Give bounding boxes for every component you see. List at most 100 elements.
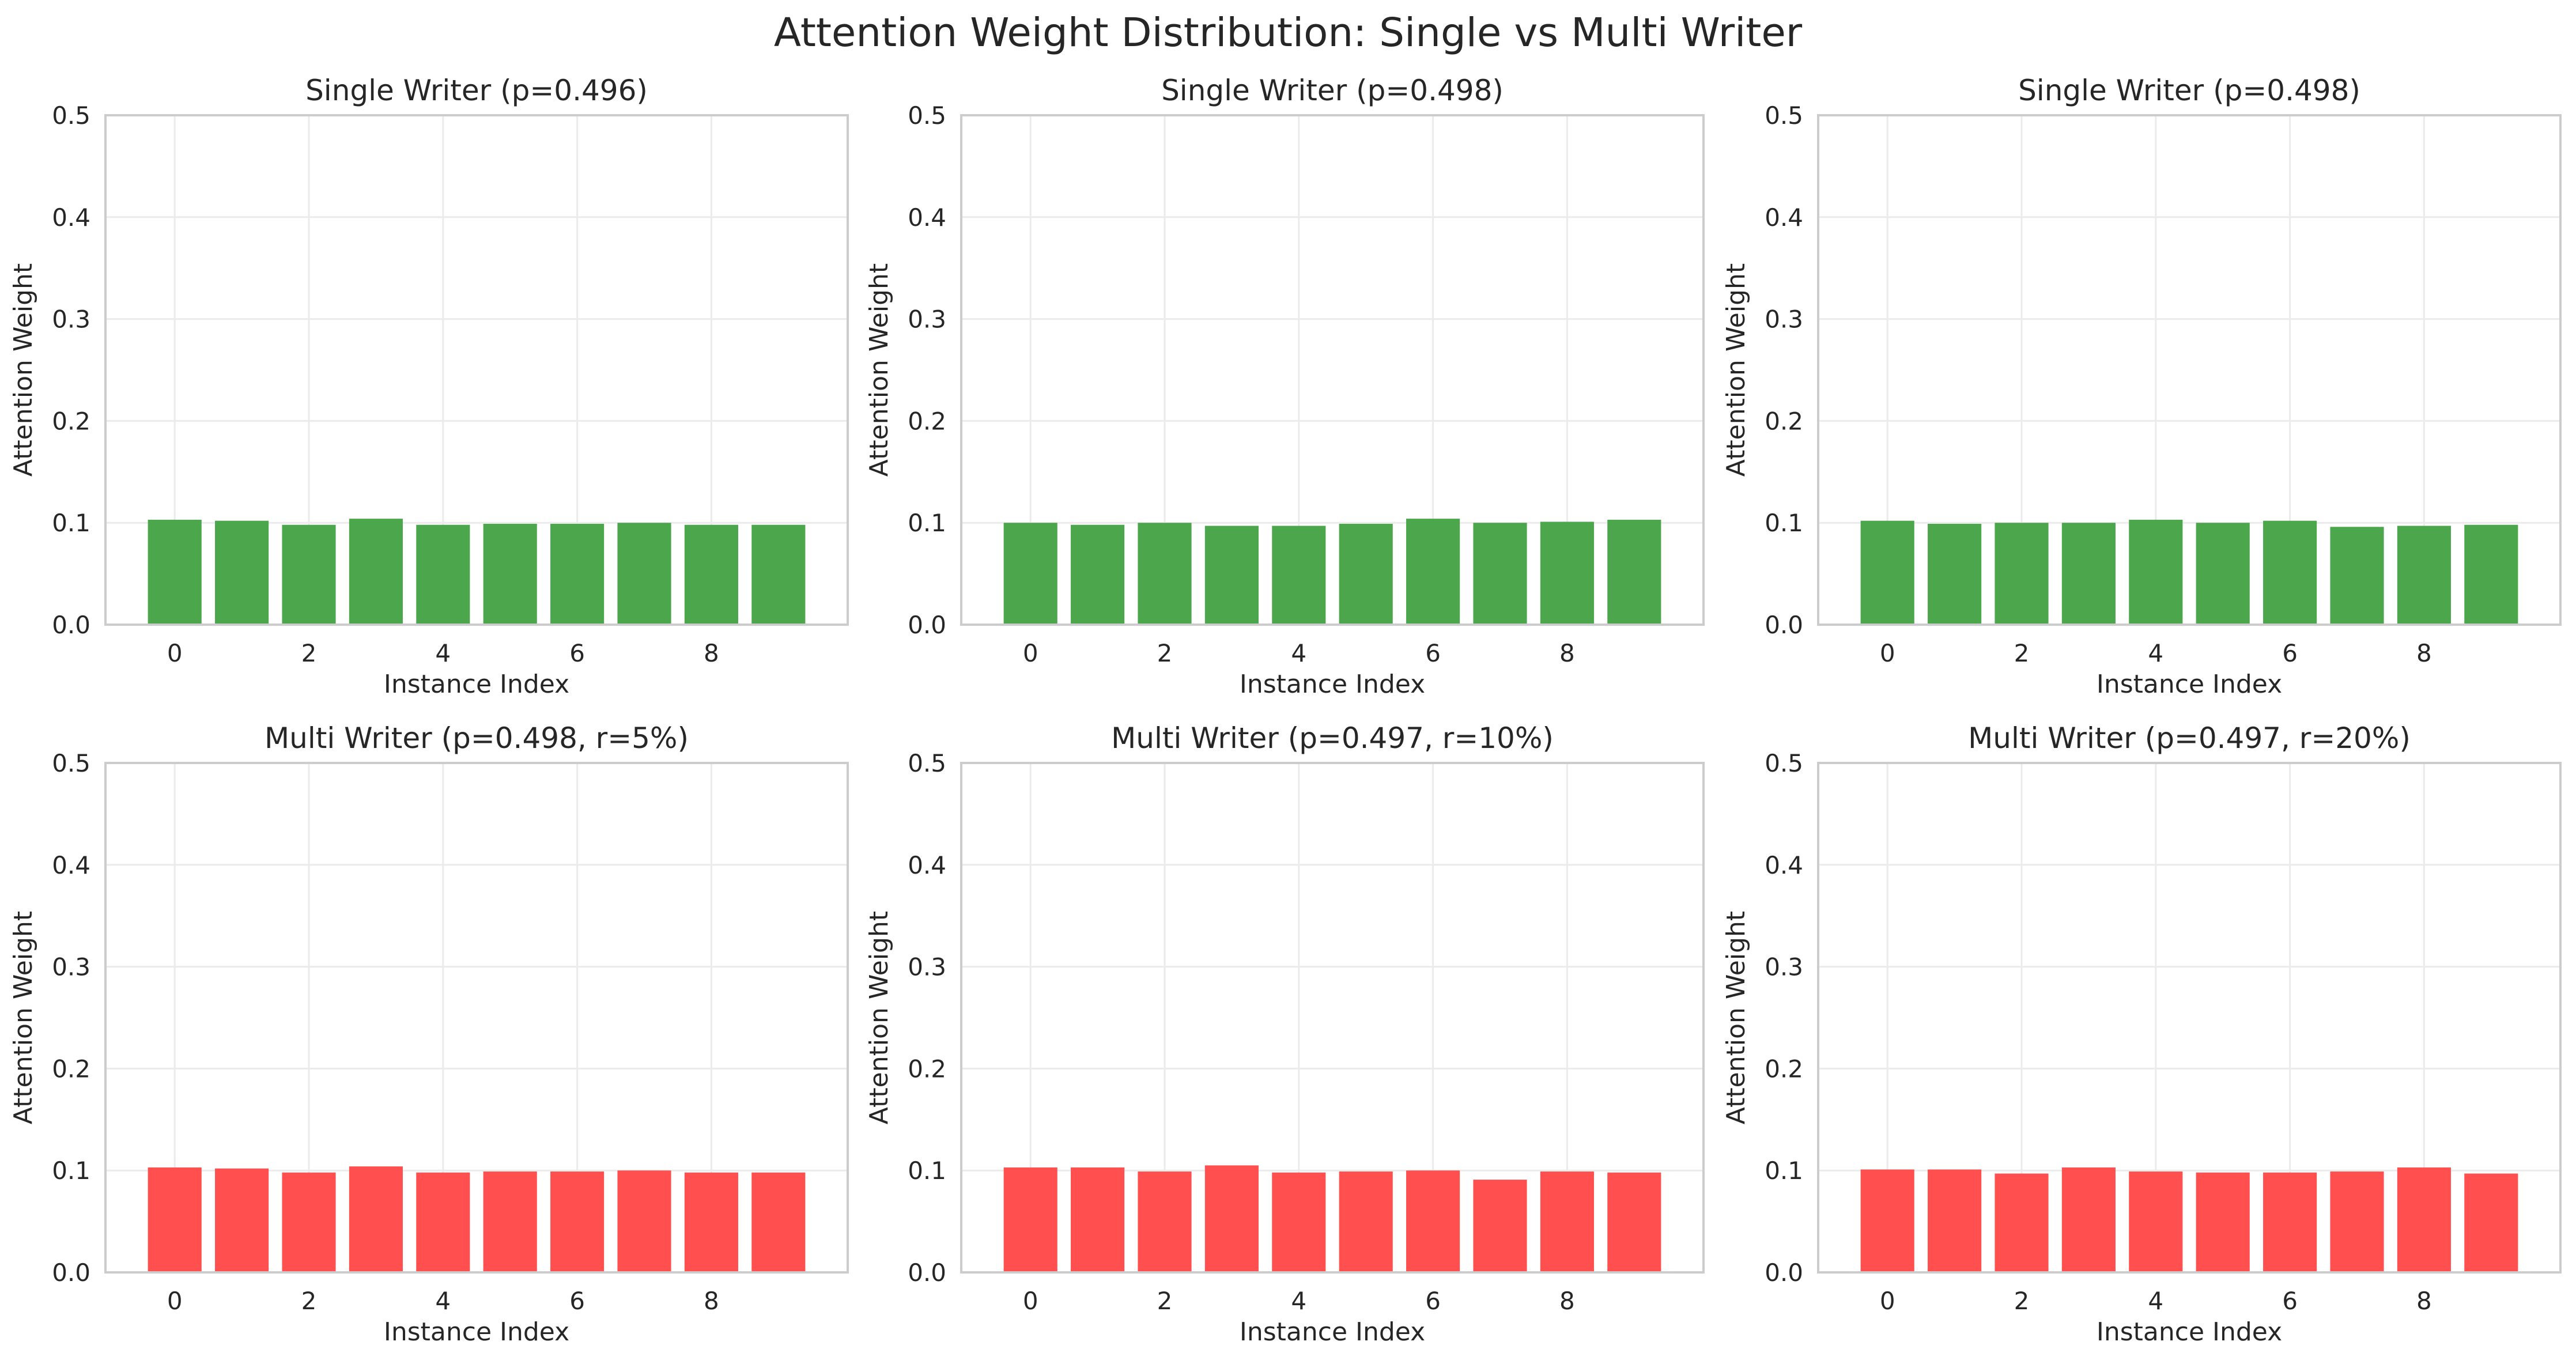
y-tick-label: 0.2	[908, 1055, 946, 1083]
x-axis-label: Instance Index	[1240, 670, 1425, 699]
bar-1	[215, 1168, 269, 1272]
y-tick-label: 0.1	[52, 509, 90, 537]
subplot-2: 0.0 0.1 0.2 0.3 0.4 0.5 0 2 4 6 8 Single Writer (p=…	[864, 74, 1705, 699]
y-axis-label: Attention Weight	[1721, 911, 1751, 1124]
y-axis-label: Attention Weight	[9, 911, 38, 1124]
x-tick-label: 0	[1023, 639, 1038, 667]
y-tick-label: 0.5	[908, 101, 946, 130]
figure-title: Attention Weight Distribution: Single vs…	[774, 10, 1803, 56]
bar-4	[2129, 1171, 2183, 1272]
y-tick-label: 0.3	[52, 305, 90, 334]
x-tick-label: 0	[167, 1287, 183, 1315]
bar-9	[751, 524, 806, 625]
bar-4	[1272, 526, 1326, 625]
subplot-3: 0.0 0.1 0.2 0.3 0.4 0.5 0 2 4 6 8 Single Writer (p=…	[1721, 74, 2562, 699]
x-tick-label: 6	[569, 639, 585, 667]
x-tick-label: 4	[2148, 1287, 2163, 1315]
bar-8	[684, 524, 738, 625]
x-tick-label: 0	[1880, 1287, 1895, 1315]
y-tick-label: 0.4	[1765, 851, 1803, 879]
x-tick-label: 6	[569, 1287, 585, 1315]
x-tick-label: 0	[167, 639, 183, 667]
plot-frame	[1817, 114, 2562, 626]
y-tick-label: 0.0	[908, 1259, 946, 1287]
x-tick-label: 8	[704, 639, 719, 667]
bar-3	[1204, 526, 1259, 625]
x-tick-label: 6	[1425, 639, 1441, 667]
plot-frame	[104, 114, 849, 626]
y-tick-label: 0.2	[52, 407, 90, 435]
y-tick-label: 0.0	[1765, 1259, 1803, 1287]
y-tick-label: 0.5	[1765, 101, 1803, 130]
subplot-1: 0.0 0.1 0.2 0.3 0.4 0.5 0 2 4 6 8 Single Writer (p=…	[9, 74, 849, 699]
y-tick-label: 0.1	[1765, 509, 1803, 537]
bar-2	[1138, 1171, 1192, 1272]
subplot-5: 0.0 0.1 0.2 0.3 0.4 0.5 0 2 4 6 8 Multi Writer (p=0…	[864, 721, 1705, 1347]
bar-0	[148, 1167, 202, 1272]
bar-4	[1272, 1172, 1326, 1272]
bar-2	[1995, 523, 2049, 625]
bar-7	[1473, 1180, 1527, 1272]
y-axis-label: Attention Weight	[9, 263, 38, 477]
y-tick-label: 0.5	[908, 749, 946, 777]
bar-3	[349, 519, 403, 625]
subplot-title: Multi Writer (p=0.497, r=20%)	[1968, 721, 2411, 755]
bar-0	[1860, 520, 1914, 625]
y-axis-label: Attention Weight	[864, 911, 894, 1124]
bar-7	[1473, 523, 1527, 625]
x-tick-label: 0	[1023, 1287, 1038, 1315]
subplot-title: Single Writer (p=0.498)	[1161, 74, 1504, 107]
y-tick-label: 0.1	[52, 1157, 90, 1185]
bar-2	[282, 1172, 336, 1272]
bar-6	[550, 523, 605, 625]
bar-0	[148, 519, 202, 625]
x-tick-label: 8	[1559, 1287, 1575, 1315]
plot-frame	[960, 114, 1705, 626]
y-tick-label: 0.4	[52, 851, 90, 879]
x-axis-label: Instance Index	[384, 670, 569, 699]
bar-2	[282, 524, 336, 625]
y-tick-label: 0.1	[1765, 1157, 1803, 1185]
bar-1	[1928, 1169, 1982, 1272]
y-tick-label: 0.0	[1765, 611, 1803, 639]
x-axis-label: Instance Index	[2097, 670, 2282, 699]
bar-8	[2397, 1167, 2451, 1272]
panels: 0.0 0.1 0.2 0.3 0.4 0.5 0 2 4 6 8 Single Writer (p=…	[9, 74, 2562, 1347]
bar-3	[349, 1166, 403, 1272]
bar-6	[2263, 520, 2317, 625]
y-tick-label: 0.4	[908, 203, 946, 232]
bar-9	[1607, 519, 1661, 625]
bar-7	[617, 1170, 671, 1272]
x-tick-label: 4	[435, 639, 451, 667]
bar-0	[1003, 1167, 1057, 1272]
x-axis-label: Instance Index	[2097, 1317, 2282, 1347]
y-tick-label: 0.5	[52, 101, 90, 130]
bar-1	[215, 520, 269, 625]
subplot-title: Single Writer (p=0.496)	[305, 74, 648, 107]
y-axis-label: Attention Weight	[864, 263, 894, 477]
bar-8	[2397, 526, 2451, 625]
x-tick-label: 8	[1559, 639, 1575, 667]
bar-5	[1339, 1171, 1393, 1272]
bar-5	[2196, 1172, 2250, 1272]
bar-4	[416, 524, 470, 625]
bar-5	[483, 1171, 537, 1272]
bar-6	[1406, 1170, 1460, 1272]
bar-3	[1204, 1165, 1259, 1272]
y-tick-label: 0.1	[908, 509, 946, 537]
bar-8	[684, 1172, 738, 1272]
subplot-4: 0.0 0.1 0.2 0.3 0.4 0.5 0 2 4 6 8 Multi Writer (p=0…	[9, 721, 849, 1347]
y-tick-label: 0.2	[52, 1055, 90, 1083]
y-tick-label: 0.2	[908, 407, 946, 435]
bar-6	[550, 1171, 605, 1272]
x-tick-label: 4	[435, 1287, 451, 1315]
bar-0	[1860, 1169, 1914, 1272]
subplot-title: Single Writer (p=0.498)	[2018, 74, 2360, 107]
y-tick-label: 0.5	[52, 749, 90, 777]
bar-9	[2464, 524, 2518, 625]
bar-5	[1339, 523, 1393, 625]
x-tick-label: 6	[2282, 1287, 2298, 1315]
bar-1	[1071, 1167, 1125, 1272]
x-tick-label: 2	[2014, 1287, 2030, 1315]
